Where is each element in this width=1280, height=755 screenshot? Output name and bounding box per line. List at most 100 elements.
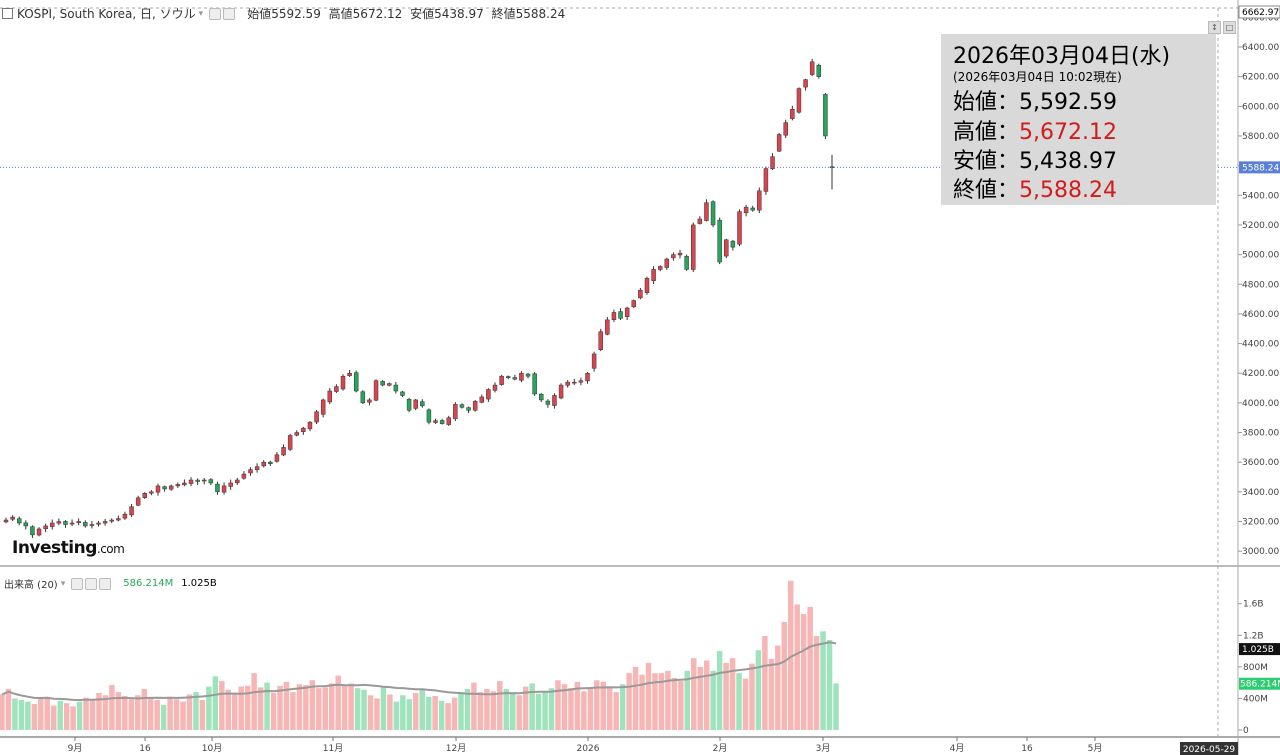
candle-body <box>796 88 802 113</box>
candle-body <box>347 372 352 376</box>
candle-body <box>102 521 108 524</box>
candles <box>3 58 835 538</box>
volume-bar <box>12 698 18 730</box>
candle-body <box>10 516 15 520</box>
candle-body <box>16 518 22 524</box>
candle-body <box>677 252 683 256</box>
volume-bar <box>212 676 219 730</box>
symbol-label[interactable]: KOSPI, South Korea, 日, ソウル <box>17 7 196 21</box>
volume-settings-icon[interactable] <box>71 577 84 590</box>
volume-bar <box>257 687 264 730</box>
candle-body <box>519 372 524 381</box>
settings-icon[interactable] <box>209 7 222 20</box>
candle-body <box>380 381 385 386</box>
candle-body <box>552 395 557 406</box>
volume-bars <box>0 580 839 730</box>
candle-body <box>638 289 643 299</box>
volume-bar <box>309 680 316 730</box>
candle-body <box>327 390 333 403</box>
candle-body <box>182 482 187 486</box>
candle-body <box>525 373 531 377</box>
candle-body <box>83 522 88 527</box>
candle-body <box>76 521 81 523</box>
volume-bar <box>749 663 755 730</box>
volume-bar <box>639 674 645 730</box>
volume-bar <box>374 698 380 730</box>
volume-bar <box>775 645 781 730</box>
volume-close-icon[interactable] <box>99 577 112 590</box>
volume-bar <box>691 658 697 730</box>
collapse-icon[interactable] <box>2 8 13 19</box>
candle-body <box>710 201 716 226</box>
volume-bar <box>173 699 180 730</box>
volume-label[interactable]: 出来高 (20) <box>4 580 58 591</box>
volume-bar <box>458 692 464 730</box>
candle-body <box>3 519 9 523</box>
candle-body <box>387 383 392 386</box>
candle-body <box>684 256 689 270</box>
candle-body <box>334 386 339 392</box>
price-tick-label: 6200.00 <box>1242 73 1279 83</box>
ohlc-readout: 始値5592.59 高値5672.12 安値5438.97 終値5588.24 <box>243 5 565 22</box>
volume-bar <box>387 694 393 730</box>
candle-body <box>162 486 167 490</box>
candle-body <box>426 409 432 423</box>
volume-dropdown-icon[interactable]: ▾ <box>60 578 66 589</box>
volume-bar <box>122 696 128 730</box>
current-price-box <box>1239 161 1280 174</box>
volume-bar <box>83 697 89 730</box>
scale-icon[interactable]: ↕ <box>1208 21 1221 34</box>
time-tick-label: 5月 <box>1088 743 1103 754</box>
visibility-icon[interactable] <box>223 7 236 20</box>
candle-body <box>618 311 623 319</box>
volume-bar <box>400 695 406 730</box>
candle-body <box>611 312 617 320</box>
volume-visibility-icon[interactable] <box>85 577 98 590</box>
price-tick-label: 4800.00 <box>1242 280 1279 290</box>
volume-bar <box>561 684 568 730</box>
volume-bar <box>723 662 729 730</box>
header-tool-buttons[interactable] <box>209 7 237 20</box>
volume-bar <box>645 662 652 730</box>
candle-body <box>400 391 405 396</box>
price-tick-label: 5800.00 <box>1242 132 1279 142</box>
high-value: 5672.12 <box>352 7 403 21</box>
volume-bar <box>277 685 283 730</box>
info-as-of: (2026年03月04日 10:02現在) <box>953 70 1122 84</box>
volume-bar <box>128 699 135 730</box>
candle-body <box>420 401 425 407</box>
candle-body <box>439 420 445 424</box>
volume-bar <box>76 701 83 730</box>
candle-body <box>63 521 68 525</box>
candle-body <box>783 122 788 136</box>
candle-body <box>472 401 478 411</box>
candle-body <box>221 485 227 493</box>
volume-tick-label: 0 <box>1243 726 1249 736</box>
price-tick-label: 5400.00 <box>1242 191 1279 201</box>
volume-bar <box>594 680 600 730</box>
time-tick-label: 2026 <box>577 744 600 754</box>
symbol-dropdown-icon[interactable]: ▾ <box>198 8 204 19</box>
volume-bar <box>471 682 477 730</box>
candle-body <box>743 206 749 214</box>
price-tick-label: 5200.00 <box>1242 221 1279 231</box>
candle-body <box>717 219 722 263</box>
candle-body <box>545 400 551 405</box>
volume-bar <box>600 681 607 730</box>
price-tick-label: 3000.00 <box>1242 547 1279 557</box>
current-price-label: 5588.24 <box>1242 163 1279 173</box>
volume-tool-buttons[interactable] <box>71 577 113 590</box>
volume-bar <box>729 658 736 730</box>
volume-tick-label: 800M <box>1243 663 1268 673</box>
price-tick-label: 3600.00 <box>1242 458 1279 468</box>
volume-bar <box>800 613 807 730</box>
candle-body <box>776 134 782 152</box>
fullscreen-icon[interactable]: □ <box>1223 21 1236 34</box>
candle-body <box>294 432 299 436</box>
volume-bar <box>238 686 244 730</box>
volume-bar <box>251 673 257 730</box>
volume-bar <box>826 640 833 730</box>
volume-bar <box>781 621 788 730</box>
volume-bar <box>231 694 238 730</box>
